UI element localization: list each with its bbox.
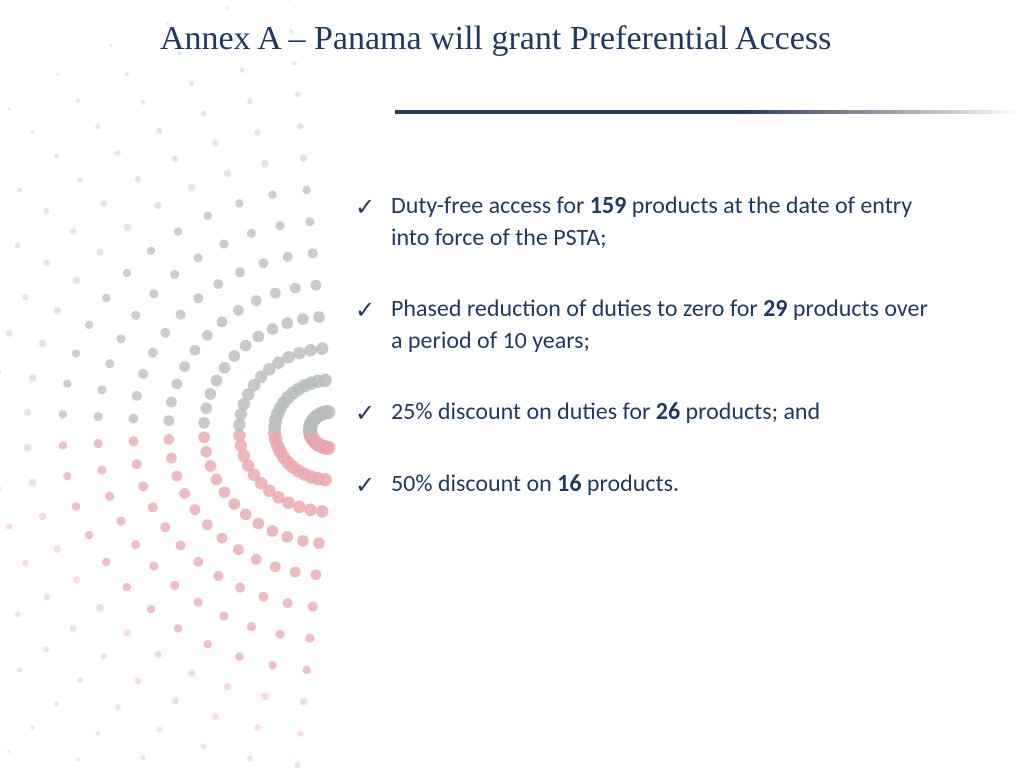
checkmark-icon: ✓ (355, 398, 391, 430)
bullet-item: ✓Phased reduction of duties to zero for … (355, 293, 934, 358)
bullet-item: ✓50% discount on 16 products. (355, 468, 934, 502)
bullet-text: Duty-free access for 159 products at the… (391, 190, 934, 255)
checkmark-icon: ✓ (355, 295, 391, 327)
slide: Annex A – Panama will grant Preferential… (0, 0, 1024, 768)
bullet-text: Phased reduction of duties to zero for 2… (391, 293, 934, 358)
bullet-text: 50% discount on 16 products. (391, 468, 934, 500)
slide-title: Annex A – Panama will grant Preferential… (160, 20, 984, 58)
checkmark-icon: ✓ (355, 192, 391, 224)
bullet-list: ✓Duty-free access for 159 products at th… (355, 190, 934, 540)
checkmark-icon: ✓ (355, 470, 391, 502)
bullet-text: 25% discount on duties for 26 products; … (391, 396, 934, 428)
title-divider (395, 110, 1024, 114)
bullet-item: ✓25% discount on duties for 26 products;… (355, 396, 934, 430)
bullet-item: ✓Duty-free access for 159 products at th… (355, 190, 934, 255)
